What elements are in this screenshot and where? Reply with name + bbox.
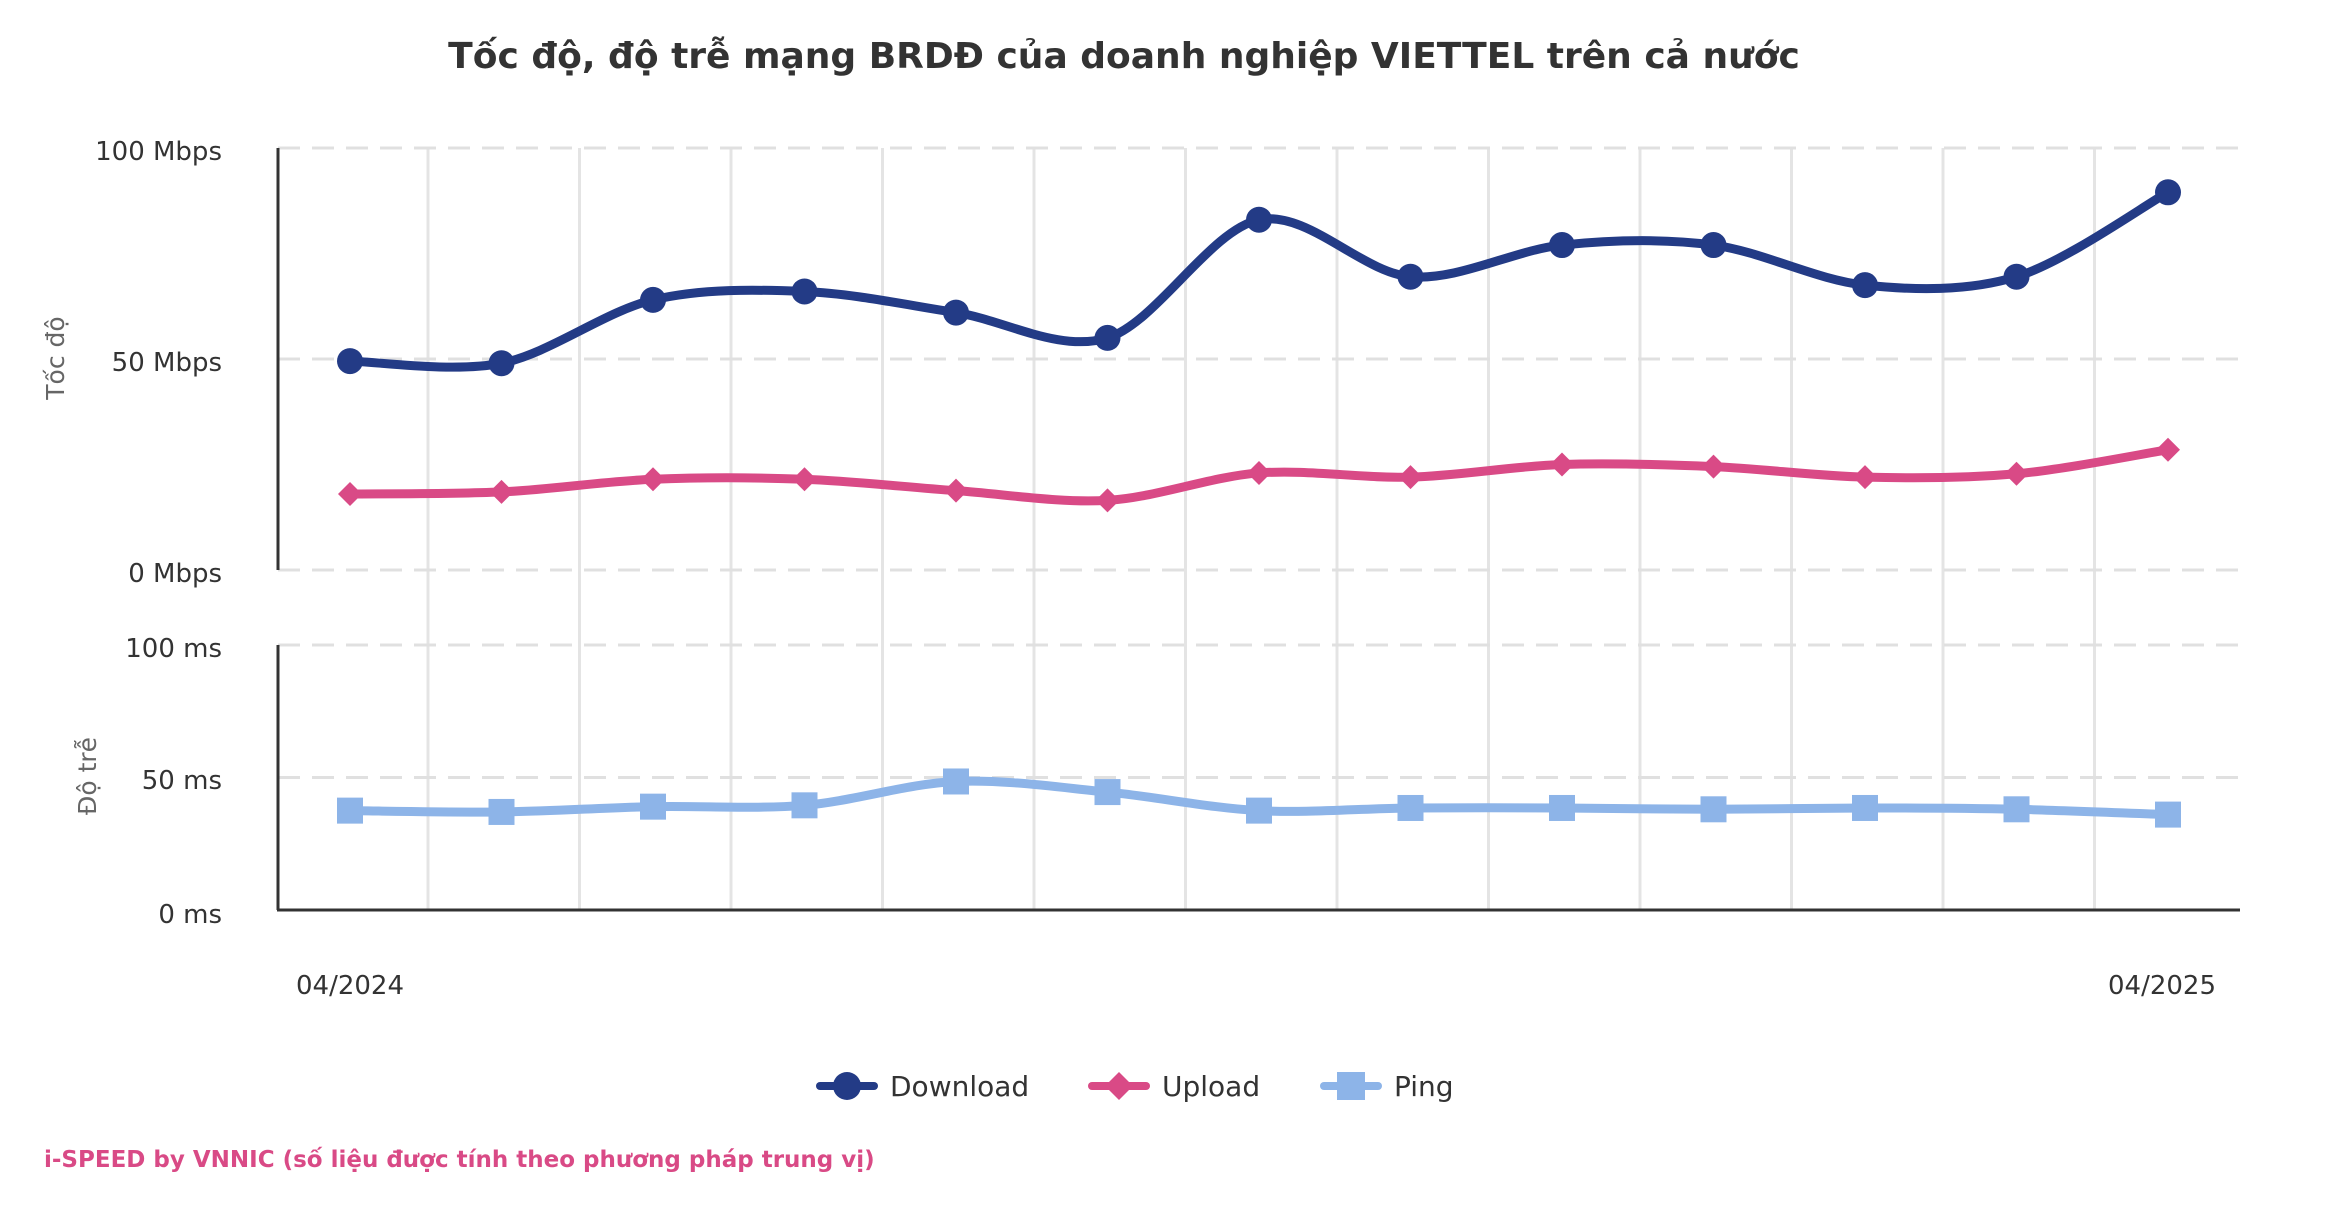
legend-label-download: Download: [890, 1070, 1029, 1103]
point-ping-12/2024[interactable]: [1549, 794, 1575, 821]
point-download-05/2024[interactable]: [488, 350, 515, 377]
point-ping-01/2025[interactable]: [1700, 796, 1727, 823]
y-axis-title-latency: Độ trễ: [73, 737, 102, 815]
point-ping-02/2025[interactable]: [1852, 794, 1878, 821]
point-download-04/2024[interactable]: [337, 348, 363, 375]
chart-title: Tốc độ, độ trễ mạng BRDĐ của doanh nghiệ…: [448, 36, 1800, 77]
point-download-12/2024[interactable]: [1549, 232, 1575, 259]
point-ping-05/2024[interactable]: [488, 798, 515, 825]
y-axis-title-speed: Tốc độ: [41, 316, 70, 400]
point-upload-06/2024[interactable]: [641, 467, 665, 492]
point-upload-03/2025[interactable]: [2004, 461, 2029, 486]
legend-item-upload[interactable]: Upload: [1088, 1070, 1260, 1103]
point-download-08/2024[interactable]: [943, 299, 969, 326]
point-upload-04/2024[interactable]: [338, 482, 362, 507]
point-download-02/2025[interactable]: [1852, 272, 1878, 299]
point-upload-09/2024[interactable]: [1095, 488, 1120, 513]
point-upload-11/2024[interactable]: [1398, 465, 1423, 490]
point-ping-06/2024[interactable]: [640, 793, 666, 820]
legend-item-download[interactable]: Download: [816, 1070, 1029, 1103]
y-tick-latency-50: 50 ms: [142, 766, 222, 796]
point-ping-10/2024[interactable]: [1246, 797, 1272, 824]
y-tick-speed-50: 50 Mbps: [112, 348, 222, 378]
point-download-01/2025[interactable]: [1700, 232, 1727, 259]
x-tick-last: 04/2025: [2108, 971, 2216, 1001]
point-ping-03/2025[interactable]: [2003, 796, 2030, 823]
point-upload-12/2024[interactable]: [1550, 452, 1574, 477]
legend-item-ping[interactable]: Ping: [1320, 1070, 1454, 1103]
point-download-09/2024[interactable]: [1094, 324, 1121, 351]
point-ping-07/2024[interactable]: [791, 792, 818, 819]
legend-label-ping: Ping: [1394, 1070, 1454, 1103]
credit-text: i-SPEED by VNNIC (số liệu được tính theo…: [44, 1146, 875, 1173]
point-download-10/2024[interactable]: [1246, 206, 1272, 233]
legend-label-upload: Upload: [1162, 1070, 1260, 1103]
y-tick-latency-0: 0 ms: [158, 900, 222, 930]
point-upload-01/2025[interactable]: [1701, 454, 1726, 479]
point-upload-08/2024[interactable]: [944, 478, 968, 503]
point-download-11/2024[interactable]: [1397, 263, 1424, 290]
legend-marker-download: [833, 1072, 861, 1100]
axes: [276, 148, 2240, 912]
point-ping-04/2025[interactable]: [2155, 801, 2181, 828]
point-download-07/2024[interactable]: [791, 278, 818, 305]
point-upload-05/2024[interactable]: [489, 479, 514, 504]
x-tick-first: 04/2024: [296, 971, 404, 1001]
tick-labels: 100 Mbps 50 Mbps 0 Mbps 100 ms 50 ms 0 m…: [95, 137, 2216, 1001]
point-download-03/2025[interactable]: [2003, 263, 2030, 290]
point-ping-09/2024[interactable]: [1094, 779, 1121, 806]
point-ping-08/2024[interactable]: [943, 768, 969, 795]
legend-marker-upload: [1105, 1072, 1133, 1100]
point-upload-02/2025[interactable]: [1853, 465, 1877, 490]
point-upload-10/2024[interactable]: [1247, 460, 1271, 485]
y-tick-speed-100: 100 Mbps: [95, 137, 222, 167]
y-tick-latency-100: 100 ms: [125, 634, 222, 664]
grid: [278, 146, 2240, 912]
y-tick-speed-0: 0 Mbps: [128, 559, 222, 589]
point-ping-11/2024[interactable]: [1397, 794, 1424, 821]
point-ping-04/2024[interactable]: [337, 797, 363, 824]
legend: Download Upload Ping: [816, 1070, 1454, 1103]
point-download-06/2024[interactable]: [640, 286, 666, 313]
point-upload-04/2025[interactable]: [2156, 437, 2180, 462]
point-download-04/2025[interactable]: [2155, 179, 2181, 206]
point-upload-07/2024[interactable]: [792, 467, 817, 492]
series-layer: [337, 179, 2181, 828]
legend-marker-ping: [1337, 1072, 1365, 1100]
